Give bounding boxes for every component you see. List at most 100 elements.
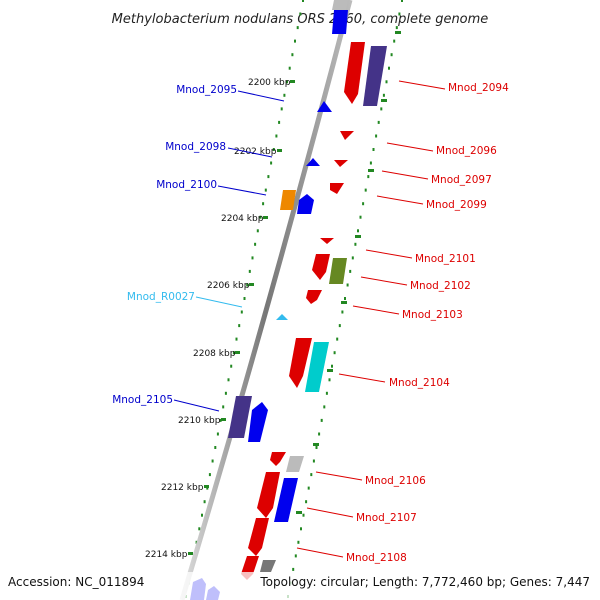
ruler-dot bbox=[320, 418, 323, 422]
gene-feature[interactable] bbox=[332, 10, 348, 34]
ruler-dot bbox=[385, 80, 388, 84]
ruler-dot bbox=[323, 405, 326, 409]
ruler-dot bbox=[393, 39, 396, 43]
gene-label[interactable]: Mnod_2096 bbox=[436, 145, 497, 157]
gene-feature[interactable] bbox=[317, 101, 332, 112]
ruler-dot bbox=[267, 175, 270, 179]
ruler-dot bbox=[243, 297, 246, 300]
gene-feature[interactable] bbox=[286, 456, 304, 472]
gene-label[interactable]: Mnod_2100 bbox=[156, 179, 217, 191]
left-gene-labels: Mnod_2095 Mnod_2098 Mnod_2100 Mnod_R0027… bbox=[112, 84, 237, 406]
kbp-label: 2210 kbp bbox=[178, 416, 221, 426]
gene-feature[interactable] bbox=[305, 342, 329, 392]
ruler-dot bbox=[328, 378, 331, 382]
accession-text: Accession: NC_011894 bbox=[8, 575, 144, 589]
gene-label[interactable]: Mnod_2098 bbox=[165, 141, 226, 153]
gene-label[interactable]: Mnod_2101 bbox=[415, 253, 476, 265]
ruler-dot bbox=[336, 337, 339, 341]
ruler-dot bbox=[227, 378, 230, 382]
kbp-tick bbox=[355, 235, 361, 238]
gene-label[interactable]: Mnod_R0027 bbox=[127, 291, 195, 303]
ruler-dot bbox=[251, 256, 254, 260]
ruler-dot bbox=[380, 107, 383, 111]
gene-feature[interactable] bbox=[312, 254, 330, 280]
gene-feature[interactable] bbox=[248, 402, 268, 442]
gene-feature[interactable] bbox=[297, 194, 314, 214]
gene-feature[interactable] bbox=[274, 478, 298, 522]
ruler-dot bbox=[296, 26, 299, 30]
gene-feature[interactable] bbox=[334, 160, 348, 167]
ruler-dot bbox=[264, 188, 267, 192]
ruler-dot bbox=[259, 215, 262, 219]
gene-feature[interactable] bbox=[228, 396, 252, 438]
gene-feature[interactable] bbox=[330, 183, 344, 194]
ruler-dot bbox=[398, 12, 401, 16]
gene-feature[interactable] bbox=[329, 258, 347, 284]
gene-feature[interactable] bbox=[344, 42, 365, 104]
kbp-tick bbox=[204, 485, 209, 488]
gene-feature[interactable] bbox=[332, 0, 348, 10]
ruler-dot bbox=[305, 500, 308, 504]
gene-feature[interactable] bbox=[248, 518, 269, 556]
gene-feature[interactable] bbox=[340, 131, 354, 140]
gene-feature[interactable] bbox=[280, 190, 296, 210]
gene-feature[interactable] bbox=[257, 472, 280, 518]
ruler-dot bbox=[230, 364, 233, 368]
ruler-dot bbox=[300, 527, 302, 531]
kbp-tick bbox=[235, 351, 240, 354]
footer-background bbox=[0, 572, 600, 600]
gene-label[interactable]: Mnod_2102 bbox=[410, 280, 471, 292]
gene-label[interactable]: Mnod_2105 bbox=[112, 394, 173, 406]
gene-label[interactable]: Mnod_2095 bbox=[176, 84, 237, 96]
gene-feature[interactable] bbox=[363, 46, 387, 106]
ruler-dot bbox=[364, 188, 367, 192]
ruler-dot bbox=[288, 66, 291, 70]
right-gene-labels: Mnod_2094 Mnod_2096 Mnod_2097 Mnod_2099 … bbox=[346, 82, 509, 564]
gene-label[interactable]: Mnod_2097 bbox=[431, 174, 492, 186]
ruler-dot bbox=[390, 53, 393, 57]
kbp-label: 2214 kbp bbox=[145, 550, 188, 560]
ruler-dot bbox=[367, 175, 370, 179]
ruler-dot bbox=[240, 310, 243, 314]
gene-label[interactable]: Mnod_2108 bbox=[346, 552, 407, 564]
gene-label[interactable]: Mnod_2106 bbox=[365, 475, 426, 487]
ruler-dot bbox=[377, 120, 380, 124]
ruler-dot bbox=[232, 351, 235, 355]
ruler-dot bbox=[357, 229, 359, 233]
kbp-label: 2202 kbp bbox=[234, 147, 277, 157]
gene-feature[interactable] bbox=[306, 158, 320, 166]
ruler-dot bbox=[302, 513, 305, 517]
gene-label[interactable]: Mnod_2107 bbox=[356, 512, 417, 524]
gene-feature[interactable] bbox=[260, 560, 276, 572]
kbp-tick bbox=[249, 283, 254, 286]
ruler-dot bbox=[359, 215, 362, 219]
gene-label[interactable]: Mnod_2104 bbox=[389, 377, 450, 389]
ruler-dot bbox=[318, 432, 321, 436]
ruler-dot bbox=[375, 134, 378, 138]
gene-label[interactable]: Mnod_2094 bbox=[448, 82, 509, 94]
kbp-label: 2200 kbp bbox=[248, 78, 291, 88]
ruler-dot bbox=[291, 53, 294, 57]
gene-feature[interactable] bbox=[320, 238, 334, 244]
gene-feature[interactable] bbox=[276, 314, 288, 320]
ruler-dot bbox=[208, 473, 211, 477]
kbp-label: 2212 kbp bbox=[161, 483, 204, 493]
kbp-tick bbox=[313, 443, 319, 446]
kbp-tick bbox=[341, 301, 347, 304]
gene-features bbox=[190, 0, 387, 600]
ruler-dot bbox=[211, 459, 214, 463]
gene-feature[interactable] bbox=[289, 338, 312, 388]
ruler-dot bbox=[333, 351, 336, 355]
kbp-tick bbox=[395, 31, 401, 34]
ruler-dot bbox=[224, 391, 227, 395]
ruler-dot bbox=[351, 256, 354, 260]
gene-feature[interactable] bbox=[306, 290, 322, 304]
ruler-dot bbox=[203, 500, 206, 504]
gene-label[interactable]: Mnod_2103 bbox=[402, 309, 463, 321]
gene-feature[interactable] bbox=[270, 452, 286, 466]
gene-label[interactable]: Mnod_2099 bbox=[426, 199, 487, 211]
ruler-dot bbox=[341, 310, 344, 314]
ruler-dot bbox=[256, 229, 259, 233]
ruler-dot bbox=[283, 93, 286, 97]
